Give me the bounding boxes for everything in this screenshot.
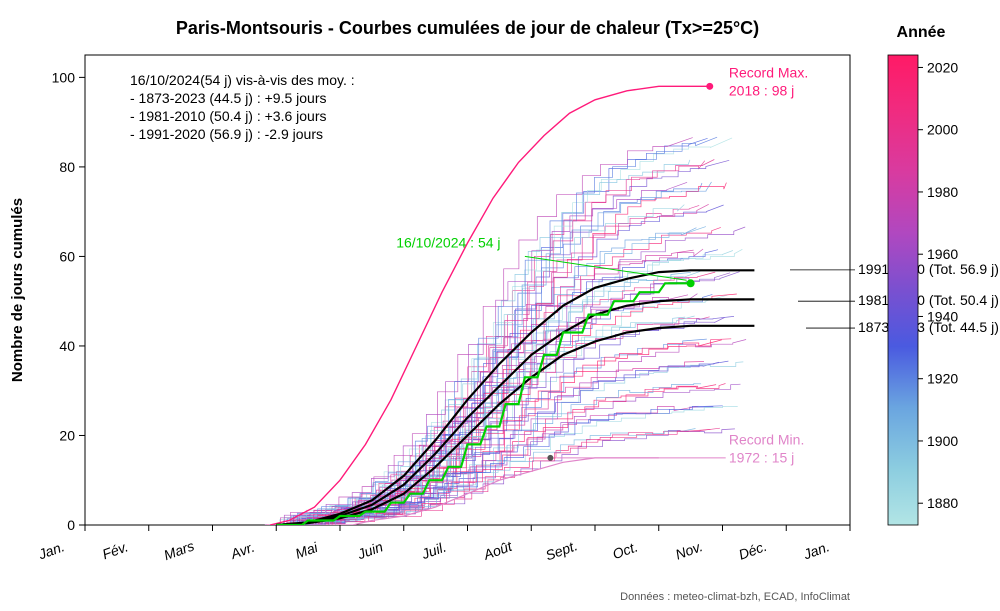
y-tick-label: 80 xyxy=(59,159,75,175)
colorbar-tick: 1920 xyxy=(927,371,958,387)
record-min-label: 1972 : 15 j xyxy=(729,449,794,465)
avg-label: 1981-2010 (Tot. 50.4 j) xyxy=(858,292,999,308)
x-tick-label: Jan. xyxy=(35,538,66,562)
x-tick-label: Mai xyxy=(293,539,321,562)
record-max-label: Record Max. xyxy=(729,64,808,80)
data-source: Données : meteo-climat-bzh, ECAD, InfoCl… xyxy=(620,591,850,603)
record-max-dot xyxy=(706,83,713,90)
colorbar-tick: 2020 xyxy=(927,59,958,75)
x-tick-label: Août xyxy=(480,537,515,563)
y-tick-label: 60 xyxy=(59,248,75,264)
x-tick-label: Nov. xyxy=(673,538,705,563)
record-max-label: 2018 : 98 j xyxy=(729,82,794,98)
comparison-text: - 1981-2010 (50.4 j) : +3.6 jours xyxy=(130,108,327,124)
colorbar-tick: 1880 xyxy=(927,495,958,511)
record-min-dot xyxy=(547,455,553,461)
y-tick-label: 20 xyxy=(59,427,75,443)
y-axis-label: Nombre de jours cumulés xyxy=(9,198,26,382)
x-tick-label: Mars xyxy=(162,537,197,563)
colorbar-tick: 2000 xyxy=(927,122,958,138)
colorbar-tick: 1960 xyxy=(927,246,958,262)
x-tick-label: Jan. xyxy=(800,538,831,562)
x-tick-label: Sept. xyxy=(543,537,579,563)
x-tick-label: Oct. xyxy=(610,538,640,562)
colorbar xyxy=(888,55,918,525)
current-year-dot xyxy=(687,279,695,287)
x-tick-label: Fév. xyxy=(100,538,130,562)
colorbar-title: Année xyxy=(897,24,946,41)
colorbar-tick: 1980 xyxy=(927,184,958,200)
x-tick-label: Juin xyxy=(354,538,385,562)
colorbar-tick: 1940 xyxy=(927,308,958,324)
y-tick-label: 40 xyxy=(59,338,75,354)
x-tick-label: Avr. xyxy=(228,539,257,563)
x-tick-label: Déc. xyxy=(736,538,769,563)
comparison-text: - 1991-2020 (56.9 j) : -2.9 jours xyxy=(130,126,323,142)
y-tick-label: 100 xyxy=(52,69,76,85)
colorbar-tick: 1900 xyxy=(927,433,958,449)
avg-label: 1991-2020 (Tot. 56.9 j) xyxy=(858,261,999,277)
current-year-label: 16/10/2024 : 54 j xyxy=(396,234,500,250)
cumulative-heat-days-chart: 0 20 40 60 80 100 Jan. Fév. Mars Avr. Mai Juin Juil.… xyxy=(0,0,1000,611)
y-tick-label: 0 xyxy=(67,517,75,533)
x-tick-label: Juil. xyxy=(419,539,449,563)
comparison-text: 16/10/2024(54 j) vis-à-vis des moy. : xyxy=(130,72,355,88)
comparison-text: - 1873-2023 (44.5 j) : +9.5 jours xyxy=(130,90,327,106)
chart-title: Paris-Montsouris - Courbes cumulées de j… xyxy=(176,18,759,38)
record-min-label: Record Min. xyxy=(729,431,804,447)
